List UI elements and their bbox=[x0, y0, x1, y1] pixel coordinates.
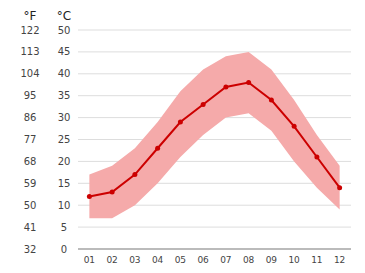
grid-line bbox=[78, 51, 351, 52]
mean-marker bbox=[337, 185, 342, 190]
y-axis-label: °C bbox=[57, 9, 71, 23]
x-tick-label: 02 bbox=[106, 255, 117, 265]
y-tick-label: 35 bbox=[58, 90, 71, 101]
y-tick-label: 50 bbox=[58, 25, 71, 36]
y-tick-label: 15 bbox=[58, 178, 71, 189]
y2-tick-label: 122 bbox=[20, 25, 39, 36]
x-tick-label: 12 bbox=[334, 255, 345, 265]
y2-tick-label: 95 bbox=[24, 90, 37, 101]
x-tick-label: 07 bbox=[220, 255, 231, 265]
mean-marker bbox=[201, 102, 206, 107]
y-tick-label: 25 bbox=[58, 134, 71, 145]
y-tick-label: 0 bbox=[61, 244, 67, 255]
mean-marker bbox=[178, 119, 183, 124]
y-tick-label: 5 bbox=[61, 222, 67, 233]
y2-tick-label: 77 bbox=[24, 134, 37, 145]
grid bbox=[78, 30, 351, 249]
chart: 0510152025303540455032415059687786951041… bbox=[0, 0, 365, 273]
y2-tick-label: 68 bbox=[24, 156, 37, 167]
y2-axis-label: °F bbox=[24, 9, 37, 23]
x-tick-label: 05 bbox=[175, 255, 186, 265]
grid-line bbox=[78, 227, 351, 228]
mean-marker bbox=[269, 98, 274, 103]
x-axis-line bbox=[78, 249, 351, 250]
x-tick-label: 11 bbox=[311, 255, 322, 265]
y-tick-label: 40 bbox=[58, 68, 71, 79]
x-tick-label: 09 bbox=[266, 255, 278, 265]
mean-line bbox=[89, 83, 339, 197]
x-tick-label: 08 bbox=[243, 255, 255, 265]
mean-marker bbox=[292, 124, 297, 129]
x-tick-label: 03 bbox=[129, 255, 140, 265]
y-tick-label: 10 bbox=[58, 200, 71, 211]
mean-marker bbox=[314, 155, 319, 160]
x-tick-label: 04 bbox=[152, 255, 164, 265]
mean-marker bbox=[87, 194, 92, 199]
x-tick-label: 06 bbox=[197, 255, 209, 265]
y2-tick-label: 104 bbox=[20, 68, 39, 79]
mean-marker bbox=[110, 190, 115, 195]
y2-tick-label: 32 bbox=[24, 244, 37, 255]
mean-marker bbox=[246, 80, 251, 85]
mean-marker bbox=[155, 146, 160, 151]
y2-tick-label: 59 bbox=[24, 178, 37, 189]
y-tick-label: 20 bbox=[58, 156, 71, 167]
mean-marker bbox=[132, 172, 137, 177]
y-tick-label: 30 bbox=[58, 112, 71, 123]
y-tick-label: 45 bbox=[58, 46, 71, 57]
mean-marker bbox=[223, 84, 228, 89]
x-tick-label: 01 bbox=[84, 255, 95, 265]
y2-tick-label: 41 bbox=[24, 222, 37, 233]
marks bbox=[87, 52, 342, 218]
y2-tick-label: 113 bbox=[20, 46, 39, 57]
y2-tick-label: 50 bbox=[24, 200, 37, 211]
grid-line bbox=[78, 249, 351, 250]
range-band bbox=[89, 52, 339, 218]
grid-line bbox=[78, 30, 351, 31]
x-tick-label: 10 bbox=[288, 255, 300, 265]
y2-tick-label: 86 bbox=[24, 112, 37, 123]
